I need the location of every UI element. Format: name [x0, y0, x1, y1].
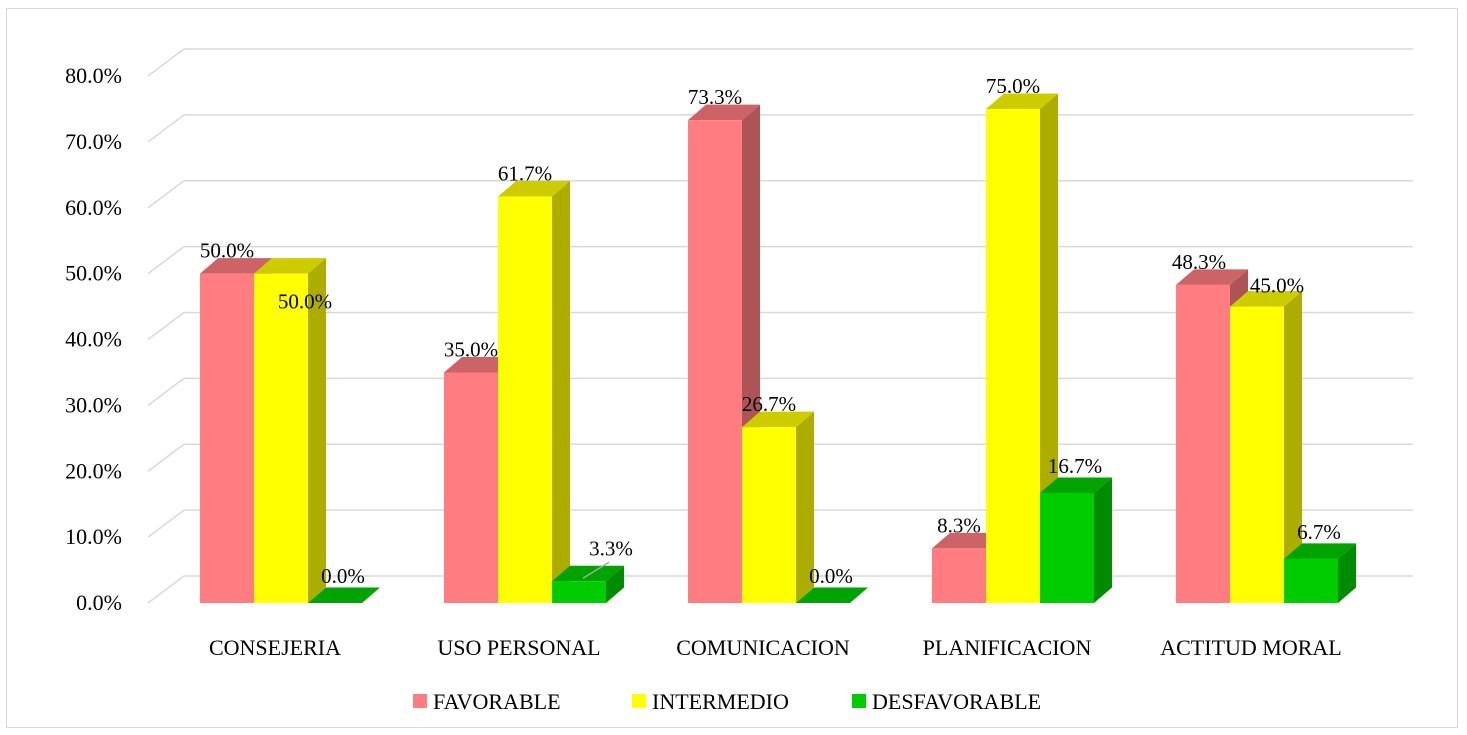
gridline-wall — [147, 575, 185, 604]
bar-front — [444, 372, 498, 603]
x-category-label: PLANIFICACION — [923, 635, 1092, 660]
data-label: 45.0% — [1250, 274, 1304, 298]
bar-top — [1040, 477, 1112, 493]
x-category-label: CONSEJERIA — [209, 635, 341, 660]
legend-item: INTERMEDIO — [632, 689, 789, 714]
bar-top — [1284, 543, 1356, 559]
bar-side — [1338, 543, 1356, 603]
bar-front — [688, 120, 742, 603]
data-label: 73.3% — [688, 85, 742, 109]
bar — [254, 258, 326, 603]
legend-swatch — [632, 694, 646, 708]
bar-side — [1094, 477, 1112, 603]
data-label: 3.3% — [589, 536, 633, 560]
bar-front — [498, 196, 552, 603]
legend-label: DESFAVORABLE — [872, 689, 1041, 714]
bar-top — [1176, 269, 1248, 285]
y-tick-label: 80.0% — [65, 63, 122, 88]
bar-front — [986, 108, 1040, 603]
legend-label: FAVORABLE — [433, 689, 561, 714]
y-tick-label: 30.0% — [65, 392, 122, 417]
y-tick-label: 40.0% — [65, 327, 122, 352]
bar-side — [1284, 291, 1302, 603]
legend-item: DESFAVORABLE — [852, 689, 1041, 714]
data-label: 48.3% — [1172, 250, 1226, 274]
legend: FAVORABLE INTERMEDIO DESFAVORABLE — [413, 689, 1041, 714]
y-axis: 0.0% 10.0% 20.0% 30.0% 40.0% 50.0% 60.0% 70.0% 8… — [65, 63, 122, 615]
data-label: 16.7% — [1048, 454, 1102, 478]
gridline-wall — [147, 509, 185, 538]
legend-item: FAVORABLE — [413, 689, 561, 714]
gridline-wall — [147, 180, 185, 209]
gridline-wall — [147, 48, 185, 77]
leader-line — [582, 561, 610, 579]
y-tick-label: 10.0% — [65, 524, 122, 549]
bar-front — [552, 581, 606, 603]
bar — [1284, 543, 1356, 603]
data-label: 0.0% — [809, 564, 853, 588]
y-tick-label: 0.0% — [76, 590, 122, 615]
gridline-wall — [147, 311, 185, 341]
x-axis-categories: CONSEJERIA USO PERSONAL COMUNICACION PLANIF… — [209, 635, 1342, 660]
bar-front — [1230, 306, 1284, 603]
data-label: 0.0% — [321, 564, 365, 588]
data-label: 35.0% — [444, 337, 498, 361]
bar — [1040, 477, 1112, 603]
bar — [796, 587, 868, 603]
legend-label: INTERMEDIO — [652, 689, 789, 714]
y-tick-label: 50.0% — [65, 261, 122, 286]
bar-front — [1284, 558, 1338, 603]
bar — [1230, 291, 1302, 603]
x-category-label: USO PERSONAL — [437, 635, 600, 660]
bar-top — [796, 587, 868, 603]
data-label: 50.0% — [278, 290, 332, 314]
bar — [552, 565, 624, 603]
legend-swatch — [413, 694, 427, 708]
bar-front — [200, 273, 254, 603]
bar-top — [552, 565, 624, 582]
y-tick-label: 20.0% — [65, 458, 122, 483]
data-label: 6.7% — [1297, 520, 1341, 544]
y-tick-label: 60.0% — [65, 195, 122, 220]
bar — [986, 93, 1058, 603]
x-category-label: ACTITUD MORAL — [1160, 635, 1342, 660]
y-tick-label: 70.0% — [65, 129, 122, 154]
bar-side — [1040, 93, 1058, 603]
data-labels: 50.0% 50.0% 0.0% 35.0% 61.7% 3.3% 73.3% 26.7% 0.… — [200, 74, 1341, 588]
data-label: 26.7% — [742, 392, 796, 416]
gridline-wall — [147, 443, 185, 472]
bar-top — [742, 411, 814, 428]
bar-top — [688, 104, 760, 121]
data-label: 75.0% — [986, 74, 1040, 98]
bar-top — [986, 93, 1058, 109]
data-label: 8.3% — [937, 513, 981, 537]
bar-side — [552, 181, 570, 603]
bar-front — [1176, 284, 1230, 603]
bar-top — [1230, 291, 1302, 307]
bar-front — [742, 427, 796, 603]
bar-front — [932, 548, 986, 603]
bar-side — [606, 565, 624, 603]
bar-front — [1040, 492, 1094, 603]
bar — [742, 411, 814, 603]
bar-side — [308, 258, 326, 603]
gridline-wall — [147, 114, 185, 143]
bar-top — [254, 258, 326, 274]
bar-side — [796, 411, 814, 603]
bar — [308, 587, 380, 603]
bar — [498, 181, 570, 603]
bars — [200, 93, 1356, 603]
data-label: 61.7% — [498, 162, 552, 186]
bar-front — [254, 273, 308, 603]
legend-swatch — [852, 694, 866, 708]
bar — [1176, 269, 1248, 603]
gridline-wall — [147, 246, 185, 275]
bar-top — [498, 181, 570, 197]
bar-top — [200, 258, 272, 274]
x-category-label: COMUNICACION — [676, 635, 850, 660]
bar-top — [308, 587, 380, 603]
gridline-wall — [147, 377, 185, 406]
data-label: 50.0% — [200, 239, 254, 263]
